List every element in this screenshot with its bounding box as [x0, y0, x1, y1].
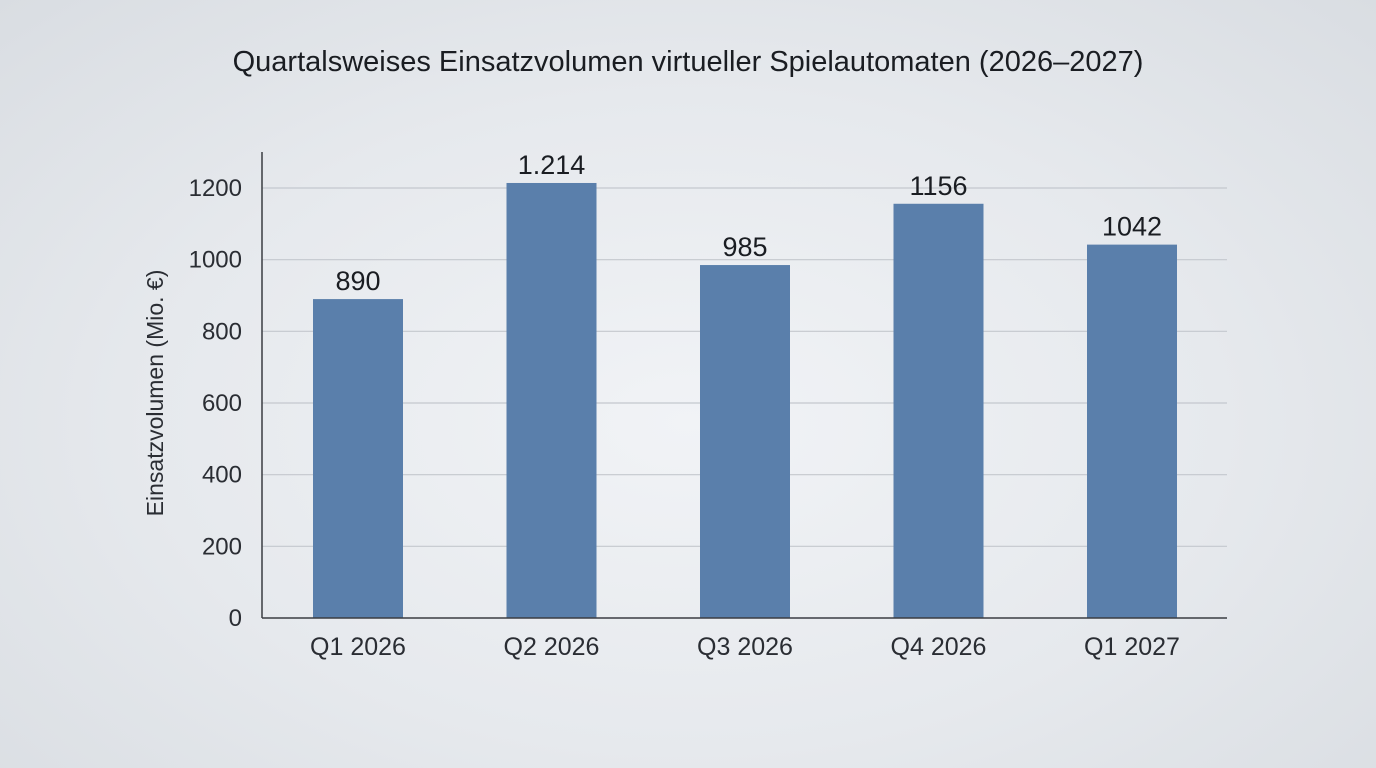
bar — [1087, 244, 1177, 618]
y-tick-label: 1200 — [189, 175, 242, 202]
y-tick-label: 1000 — [189, 247, 242, 274]
data-labels: 890 1.214 985 1156 1042 — [335, 150, 1162, 296]
x-tick-label: Q1 2026 — [310, 633, 406, 661]
axes — [261, 152, 1227, 619]
data-label: 1156 — [909, 171, 967, 201]
bar — [893, 203, 984, 618]
bar — [313, 299, 403, 618]
x-tick-labels: Q1 2026 Q2 2026 Q3 2026 Q4 2026 Q1 2027 — [310, 633, 1180, 661]
data-label: 1042 — [1102, 212, 1162, 242]
x-tick-label: Q2 2026 — [504, 633, 600, 661]
bars — [313, 182, 1177, 618]
bar — [506, 182, 597, 618]
y-axis-title: Einsatzvolumen (Mio. €) — [142, 270, 168, 517]
y-tick-label: 200 — [202, 533, 242, 560]
x-tick-label: Q4 2026 — [891, 633, 987, 661]
y-tick-label: 0 — [229, 605, 242, 632]
bar — [700, 265, 790, 618]
data-label: 985 — [722, 232, 767, 262]
y-tick-label: 600 — [202, 390, 242, 417]
data-label: 890 — [335, 266, 380, 296]
data-label: 1.214 — [518, 150, 586, 180]
chart-title: Quartalsweises Einsatzvolumen virtueller… — [232, 46, 1144, 78]
x-tick-label: Q3 2026 — [697, 633, 793, 661]
x-tick-label: Q1 2027 — [1084, 633, 1180, 661]
y-tick-label: 400 — [202, 462, 242, 489]
y-tick-labels: 0 200 400 600 800 1000 1200 — [189, 175, 242, 632]
y-tick-label: 800 — [202, 318, 242, 345]
